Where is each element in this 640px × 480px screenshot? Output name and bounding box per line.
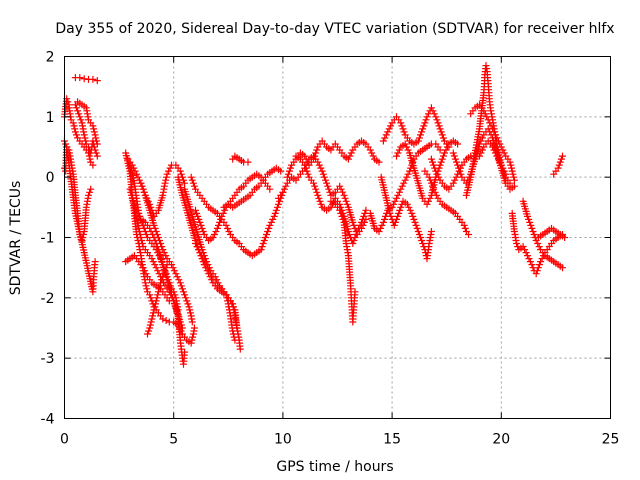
- series-marks-19: [192, 240, 241, 332]
- series-marks-36: [534, 224, 569, 241]
- data-points: [61, 62, 569, 368]
- x-tick-label-2: 10: [274, 432, 292, 448]
- series-marks-24: [327, 197, 359, 326]
- series-marks-18: [229, 152, 252, 166]
- series-C1: [137, 161, 189, 220]
- series-marks-23: [283, 137, 383, 181]
- y-tick-label-3: -1: [41, 231, 55, 247]
- series-marks-20: [220, 164, 285, 211]
- series-A5: [71, 74, 101, 85]
- series-C4: [187, 173, 287, 260]
- series-B5: [122, 252, 173, 305]
- series-marks-27: [377, 173, 435, 263]
- x-tick-label-0: 0: [60, 432, 69, 448]
- y-tick-label-6: 2: [46, 50, 55, 66]
- series-D1: [220, 164, 285, 211]
- series-marks-37: [550, 152, 566, 178]
- series-E5: [467, 101, 518, 184]
- series-A4: [74, 98, 101, 148]
- series-marks-3: [74, 98, 101, 148]
- series-marks-35: [519, 197, 566, 272]
- series-marks-10: [122, 252, 173, 305]
- x-tick-label-5: 25: [602, 432, 620, 448]
- series-E1: [421, 167, 472, 238]
- series-D9: [379, 104, 453, 151]
- chart-title: Day 355 of 2020, Sidereal Day-to-day VTE…: [55, 21, 614, 37]
- y-tick-label-2: -2: [41, 291, 55, 307]
- y-tick-label-0: -4: [41, 412, 55, 428]
- y-tick-label-4: 0: [46, 170, 55, 186]
- series-D4: [283, 137, 383, 181]
- series-D5: [327, 197, 359, 326]
- series-E9: [550, 152, 566, 178]
- series-marks-28: [379, 104, 453, 151]
- series-D8: [377, 173, 435, 263]
- series-marks-29: [421, 167, 472, 238]
- y-axis-label: SDTVAR / TECUs: [8, 181, 24, 296]
- y-tick-label-5: 1: [46, 110, 55, 126]
- x-tick-label-3: 15: [383, 432, 401, 448]
- x-tick-label-4: 20: [492, 432, 510, 448]
- x-tick-label-1: 5: [169, 432, 178, 448]
- x-axis-label: GPS time / hours: [276, 459, 393, 475]
- series-marks-13: [137, 161, 189, 220]
- series-marks-12: [144, 261, 171, 338]
- series-C6: [229, 152, 252, 166]
- series-B7: [144, 261, 171, 338]
- series-C7: [192, 240, 241, 332]
- series-marks-4: [71, 74, 101, 85]
- series-E8: [534, 224, 569, 241]
- series-marks-16: [187, 173, 287, 260]
- y-tick-label-1: -3: [41, 351, 55, 367]
- series-A3: [71, 101, 101, 160]
- series-marks-2: [71, 101, 101, 160]
- series-E7: [519, 197, 566, 272]
- series-marks-33: [467, 101, 518, 184]
- axes: 0 5 10 15 20 25 -4 -3 -2 -1 0 1 2: [41, 50, 620, 448]
